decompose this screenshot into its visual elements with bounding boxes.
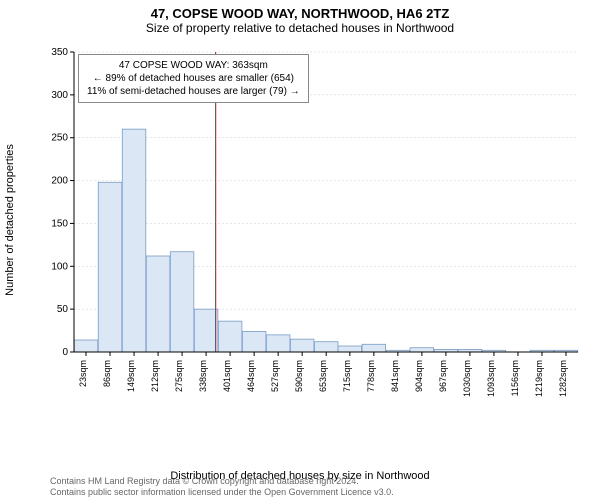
- histogram-bar: [170, 252, 194, 352]
- info-line-1: 47 COPSE WOOD WAY: 363sqm: [87, 59, 300, 72]
- histogram-bar: [146, 256, 170, 352]
- svg-text:1219sqm: 1219sqm: [534, 360, 544, 397]
- y-axis-label: Number of detached properties: [4, 144, 16, 296]
- info-line-2: ← 89% of detached houses are smaller (65…: [87, 72, 300, 85]
- histogram-bar: [218, 321, 242, 352]
- svg-text:715sqm: 715sqm: [342, 360, 352, 392]
- histogram-bar: [242, 331, 266, 352]
- svg-text:300: 300: [51, 90, 68, 101]
- svg-text:150: 150: [51, 218, 68, 229]
- histogram-bar: [338, 346, 362, 352]
- svg-text:967sqm: 967sqm: [438, 360, 448, 392]
- svg-text:1093sqm: 1093sqm: [486, 360, 496, 397]
- histogram-bar: [194, 309, 218, 352]
- svg-text:200: 200: [51, 176, 68, 187]
- svg-text:841sqm: 841sqm: [390, 360, 400, 392]
- info-line-3: 11% of semi-detached houses are larger (…: [87, 85, 300, 98]
- svg-text:590sqm: 590sqm: [294, 360, 304, 392]
- histogram-bar: [74, 340, 98, 352]
- page-title: 47, COPSE WOOD WAY, NORTHWOOD, HA6 2TZ: [0, 0, 600, 21]
- attribution-line-2: Contains public sector information licen…: [50, 487, 394, 498]
- histogram-bar: [98, 182, 122, 352]
- info-box: 47 COPSE WOOD WAY: 363sqm ← 89% of detac…: [78, 54, 309, 103]
- svg-text:212sqm: 212sqm: [150, 360, 160, 392]
- svg-text:1156sqm: 1156sqm: [510, 360, 520, 396]
- svg-text:1030sqm: 1030sqm: [462, 360, 472, 397]
- svg-text:149sqm: 149sqm: [126, 360, 136, 392]
- histogram-plot: 0 50 100 150 200 250 300 350 23sqm 86sqm 149sqm 212…: [44, 48, 584, 408]
- attribution: Contains HM Land Registry data © Crown c…: [50, 476, 394, 498]
- svg-text:86sqm: 86sqm: [102, 360, 112, 387]
- attribution-line-1: Contains HM Land Registry data © Crown c…: [50, 476, 394, 487]
- svg-text:350: 350: [51, 48, 68, 58]
- svg-text:904sqm: 904sqm: [414, 360, 424, 392]
- svg-text:464sqm: 464sqm: [246, 360, 256, 392]
- svg-text:653sqm: 653sqm: [318, 360, 328, 392]
- page-subtitle: Size of property relative to detached ho…: [0, 21, 600, 39]
- svg-text:100: 100: [51, 261, 68, 272]
- histogram-bar: [410, 348, 434, 352]
- svg-text:338sqm: 338sqm: [198, 360, 208, 392]
- histogram-bar: [362, 344, 386, 352]
- svg-text:0: 0: [62, 347, 68, 358]
- histogram-bar: [314, 342, 338, 352]
- svg-text:250: 250: [51, 133, 68, 144]
- histogram-bar: [122, 129, 146, 352]
- svg-text:1282sqm: 1282sqm: [558, 360, 568, 397]
- svg-text:527sqm: 527sqm: [270, 360, 280, 392]
- svg-text:50: 50: [57, 304, 69, 315]
- histogram-bar: [290, 339, 314, 352]
- histogram-bar: [266, 335, 290, 352]
- svg-text:23sqm: 23sqm: [78, 360, 88, 387]
- svg-text:401sqm: 401sqm: [222, 360, 232, 392]
- svg-text:275sqm: 275sqm: [174, 360, 184, 392]
- svg-text:778sqm: 778sqm: [366, 360, 376, 392]
